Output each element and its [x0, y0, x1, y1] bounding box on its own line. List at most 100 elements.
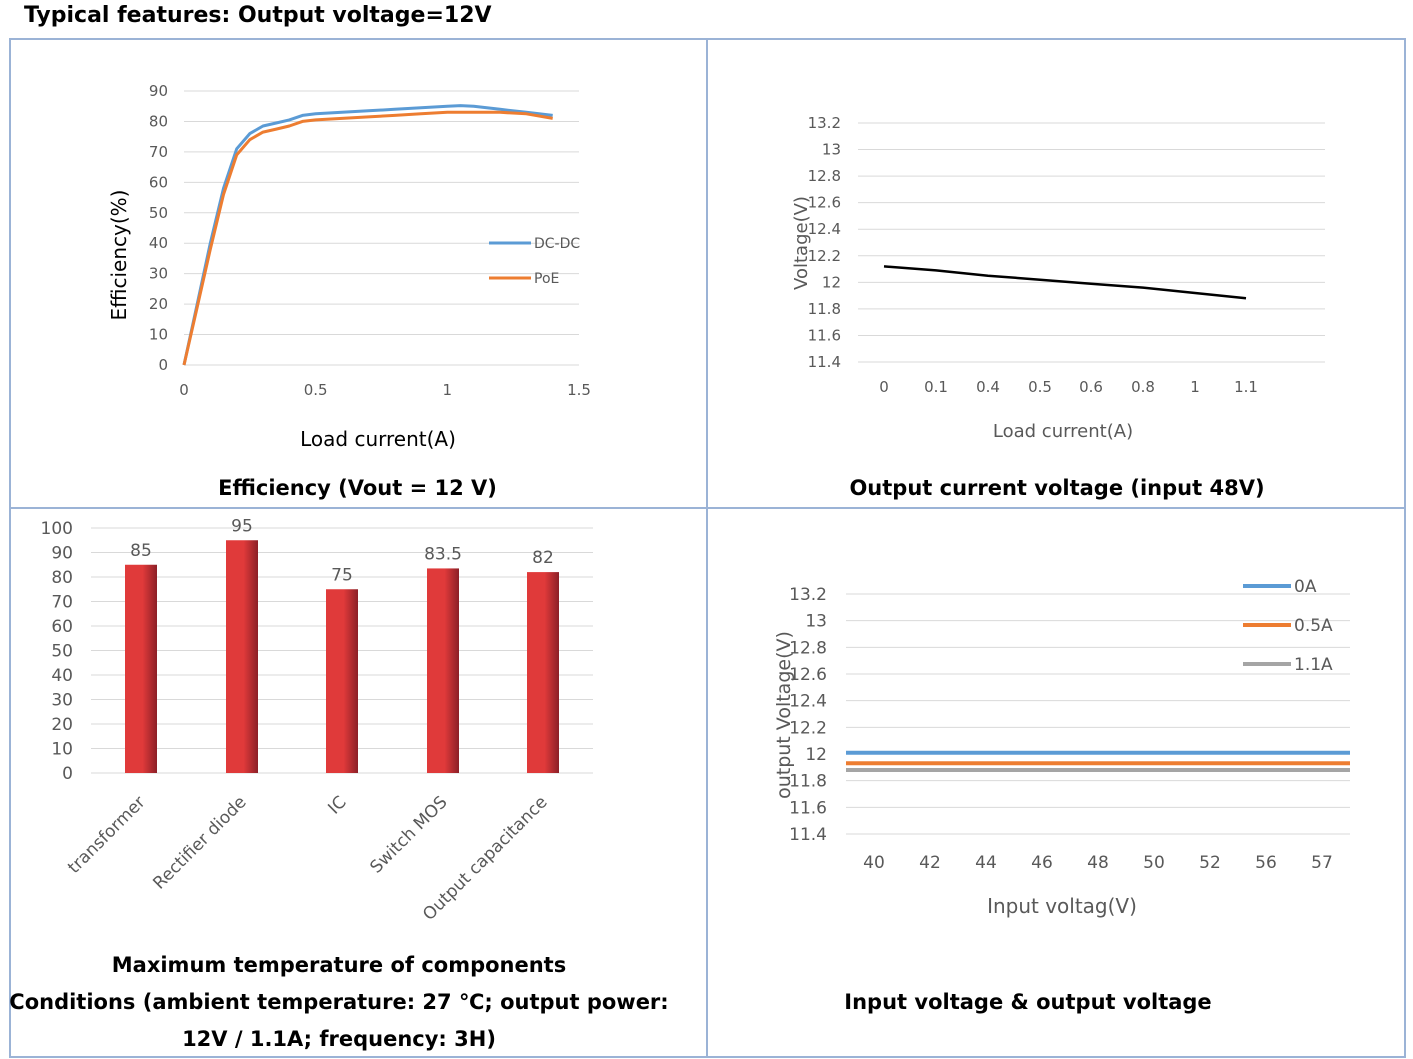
temp-ytick-label: 0	[62, 764, 73, 784]
voltage-xtick-label: 0.4	[976, 378, 1000, 396]
temp-ytick-label: 40	[51, 666, 73, 686]
input-ytick-label: 12.4	[789, 692, 827, 712]
input-xtick-label: 57	[1311, 853, 1333, 873]
voltage-ytick-label: 11.6	[808, 326, 841, 344]
page-title: Typical features: Output voltage=12V	[24, 3, 492, 28]
input-ytick-label: 13.2	[789, 585, 827, 605]
input-xtick-label: 40	[863, 853, 885, 873]
voltage-xtick-label: 0.5	[1028, 378, 1052, 396]
input-ytick-label: 11.4	[789, 825, 827, 845]
caption-input-output: Input voltage & output voltage	[844, 990, 1212, 1014]
caption-temperature-line-2: Conditions (ambient temperature: 27 ℃; o…	[9, 990, 669, 1014]
temp-bar-rectifier-diode	[226, 540, 258, 773]
efficiency-ytick-label: 70	[149, 143, 168, 161]
voltage-xtick-label: 0.6	[1079, 378, 1103, 396]
efficiency-ytick-label: 10	[149, 326, 168, 344]
input-y-axis-title: output Voltage(V)	[773, 631, 795, 799]
temp-ytick-label: 20	[51, 715, 73, 735]
efficiency-xtick-label: 1	[443, 381, 453, 399]
temp-ytick-label: 70	[51, 593, 73, 613]
caption-temperature-line-1: Maximum temperature of components	[111, 953, 567, 977]
input-xtick-label: 50	[1143, 853, 1165, 873]
input-ytick-label: 13	[805, 612, 827, 632]
voltage-ytick-label: 12.6	[808, 194, 841, 212]
efficiency-ytick-label: 0	[158, 356, 168, 374]
input-ytick-label: 11.6	[789, 798, 827, 818]
efficiency-xtick-label: 0.5	[304, 381, 328, 399]
input-legend-label-0a: 0A	[1294, 577, 1317, 597]
temp-bar-value-label: 85	[130, 541, 152, 561]
efficiency-y-axis-title: Efficiency(%)	[107, 190, 131, 321]
input-ytick-label: 12.8	[789, 638, 827, 658]
voltage-xtick-label: 0.8	[1131, 378, 1155, 396]
frame-vertical-divider	[706, 38, 708, 1058]
temp-xtick-label: transformer	[64, 792, 149, 877]
voltage-ytick-label: 12.4	[808, 220, 841, 238]
input-xtick-label: 44	[975, 853, 997, 873]
temp-ytick-label: 10	[51, 740, 73, 760]
input-xtick-label: 42	[919, 853, 941, 873]
temp-bar-transformer	[125, 564, 157, 773]
voltage-ytick-label: 12.8	[808, 167, 841, 185]
input-xtick-label: 48	[1087, 853, 1109, 873]
temp-bar-value-label: 95	[231, 516, 253, 536]
input-xtick-label: 46	[1031, 853, 1053, 873]
voltage-ytick-label: 12	[822, 273, 841, 291]
efficiency-legend-label-poe: PoE	[534, 271, 559, 287]
input-xtick-label: 56	[1255, 853, 1277, 873]
input-xtick-label: 52	[1199, 853, 1221, 873]
voltage-xtick-label: 1.1	[1234, 378, 1258, 396]
voltage-ytick-label: 12.2	[808, 247, 841, 265]
temp-bar-switch-mos	[427, 568, 459, 773]
temp-bar-value-label: 75	[331, 565, 353, 585]
temp-bar-output-capacitance	[527, 572, 559, 773]
voltage-xtick-label: 0	[879, 378, 889, 396]
efficiency-series-dc-dc	[182, 104, 553, 366]
efficiency-ytick-label: 80	[149, 112, 168, 130]
voltage-series-line	[883, 265, 1247, 300]
frame-horizontal-divider	[9, 507, 1406, 509]
temp-ytick-label: 30	[51, 691, 73, 711]
efficiency-xtick-label: 0	[179, 381, 189, 399]
temp-ytick-label: 60	[51, 617, 73, 637]
efficiency-ytick-label: 30	[149, 265, 168, 283]
temp-ytick-label: 100	[41, 519, 73, 539]
input-x-axis-title: Input voltag(V)	[987, 894, 1137, 918]
efficiency-ytick-label: 90	[149, 82, 168, 100]
voltage-xtick-label: 0.1	[924, 378, 948, 396]
voltage-x-axis-title: Load current(A)	[993, 421, 1133, 442]
temp-bar-ic	[326, 589, 358, 773]
input-ytick-label: 11.8	[789, 772, 827, 792]
input-ytick-label: 12.2	[789, 718, 827, 738]
efficiency-ytick-label: 60	[149, 173, 168, 191]
efficiency-ytick-label: 20	[149, 295, 168, 313]
input-ytick-label: 12.6	[789, 665, 827, 685]
input-legend-label-0-5a: 0.5A	[1294, 616, 1333, 636]
temp-xtick-label: Switch MOS	[366, 792, 451, 877]
temp-xtick-label: IC	[324, 792, 350, 818]
voltage-ytick-label: 11.8	[808, 300, 841, 318]
voltage-ytick-label: 13	[822, 141, 841, 159]
efficiency-x-axis-title: Load current(A)	[300, 427, 456, 451]
caption-temperature-line-3: 12V / 1.1A; frequency: 3H)	[182, 1027, 496, 1051]
temp-ytick-label: 80	[51, 568, 73, 588]
temp-bar-value-label: 82	[532, 548, 554, 568]
efficiency-legend-label-dc-dc: DC-DC	[534, 236, 580, 252]
efficiency-ytick-label: 40	[149, 234, 168, 252]
temp-ytick-label: 50	[51, 642, 73, 662]
input-legend-label-1-1a: 1.1A	[1294, 655, 1333, 675]
efficiency-series-poe	[182, 110, 553, 366]
efficiency-xtick-label: 1.5	[567, 381, 591, 399]
voltage-ytick-label: 13.2	[808, 114, 841, 132]
voltage-xtick-label: 1	[1190, 378, 1200, 396]
caption-efficiency: Efficiency (Vout = 12 V)	[218, 476, 497, 500]
temp-ytick-label: 90	[51, 544, 73, 564]
temp-xtick-label: Rectifier diode	[149, 792, 250, 893]
caption-output-current: Output current voltage (input 48V)	[849, 476, 1265, 500]
input-ytick-label: 12	[805, 745, 827, 765]
voltage-y-axis-title: Voltage(V)	[791, 196, 812, 290]
temp-bar-value-label: 83.5	[424, 544, 462, 564]
voltage-ytick-label: 11.4	[808, 353, 841, 371]
efficiency-ytick-label: 50	[149, 204, 168, 222]
